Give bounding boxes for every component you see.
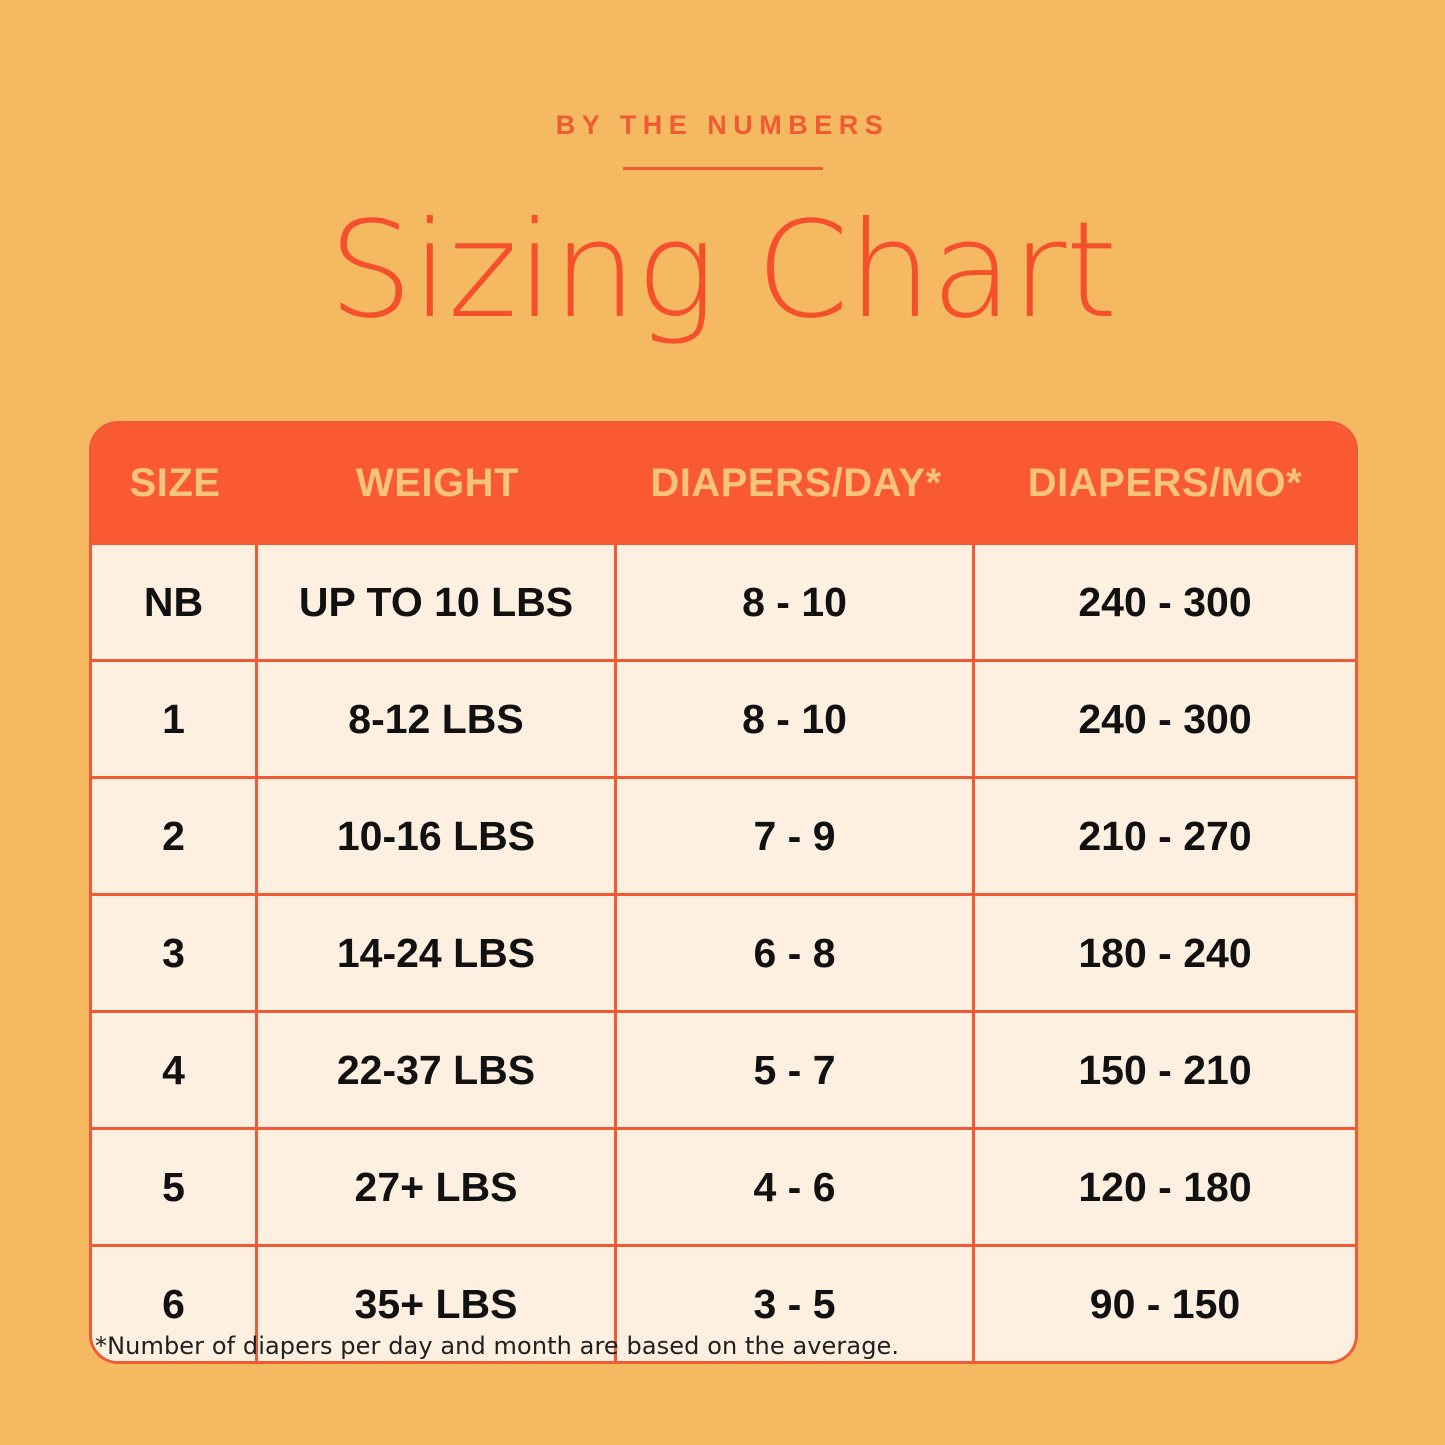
table-row: 6 35+ LBS 3 - 5 90 - 150: [92, 1244, 1355, 1361]
table-body: NB UP TO 10 LBS 8 - 10 240 - 300 1 8-12 …: [92, 542, 1355, 1361]
cell-size: 2: [92, 776, 258, 893]
cell-diapers-mo: 240 - 300: [975, 659, 1355, 776]
column-header-weight: WEIGHT: [258, 424, 617, 542]
cell-size: 5: [92, 1127, 258, 1244]
cell-weight: 27+ LBS: [258, 1127, 617, 1244]
cell-diapers-mo: 240 - 300: [975, 542, 1355, 659]
cell-diapers-day: 6 - 8: [617, 893, 975, 1010]
cell-diapers-mo: 210 - 270: [975, 776, 1355, 893]
table-row: NB UP TO 10 LBS 8 - 10 240 - 300: [92, 542, 1355, 659]
eyebrow-label: BY THE NUMBERS: [555, 110, 890, 140]
table-row: 1 8-12 LBS 8 - 10 240 - 300: [92, 659, 1355, 776]
cell-size: 6: [92, 1244, 258, 1361]
footnote-text: *Number of diapers per day and month are…: [95, 1332, 900, 1360]
eyebrow-divider: [622, 167, 823, 170]
cell-diapers-day: 4 - 6: [617, 1127, 975, 1244]
cell-weight: 35+ LBS: [258, 1244, 617, 1361]
page-title: Sizing Chart: [328, 194, 1117, 348]
cell-weight: 8-12 LBS: [258, 659, 617, 776]
table-row: 2 10-16 LBS 7 - 9 210 - 270: [92, 776, 1355, 893]
cell-diapers-day: 7 - 9: [617, 776, 975, 893]
sizing-table-container: SIZE WEIGHT DIAPERS/DAY* DIAPERS/MO* NB …: [92, 424, 1355, 1361]
cell-diapers-day: 8 - 10: [617, 659, 975, 776]
table-row: 3 14-24 LBS 6 - 8 180 - 240: [92, 893, 1355, 1010]
cell-diapers-day: 3 - 5: [617, 1244, 975, 1361]
cell-weight: 22-37 LBS: [258, 1010, 617, 1127]
cell-weight: 10-16 LBS: [258, 776, 617, 893]
cell-size: NB: [92, 542, 258, 659]
cell-diapers-mo: 120 - 180: [975, 1127, 1355, 1244]
table-row: 5 27+ LBS 4 - 6 120 - 180: [92, 1127, 1355, 1244]
cell-diapers-day: 8 - 10: [617, 542, 975, 659]
table-header-row: SIZE WEIGHT DIAPERS/DAY* DIAPERS/MO*: [92, 424, 1355, 542]
cell-diapers-mo: 180 - 240: [975, 893, 1355, 1010]
column-header-diapers-mo: DIAPERS/MO*: [975, 424, 1355, 542]
cell-diapers-day: 5 - 7: [617, 1010, 975, 1127]
table-header: SIZE WEIGHT DIAPERS/DAY* DIAPERS/MO*: [92, 424, 1355, 542]
cell-size: 4: [92, 1010, 258, 1127]
cell-diapers-mo: 90 - 150: [975, 1244, 1355, 1361]
column-header-size: SIZE: [92, 424, 258, 542]
cell-size: 1: [92, 659, 258, 776]
column-header-diapers-day: DIAPERS/DAY*: [617, 424, 975, 542]
cell-weight: UP TO 10 LBS: [258, 542, 617, 659]
cell-weight: 14-24 LBS: [258, 893, 617, 1010]
table-row: 4 22-37 LBS 5 - 7 150 - 210: [92, 1010, 1355, 1127]
header-block: BY THE NUMBERS Sizing Chart: [0, 0, 1445, 342]
sizing-table: SIZE WEIGHT DIAPERS/DAY* DIAPERS/MO* NB …: [92, 424, 1355, 1361]
cell-diapers-mo: 150 - 210: [975, 1010, 1355, 1127]
cell-size: 3: [92, 893, 258, 1010]
